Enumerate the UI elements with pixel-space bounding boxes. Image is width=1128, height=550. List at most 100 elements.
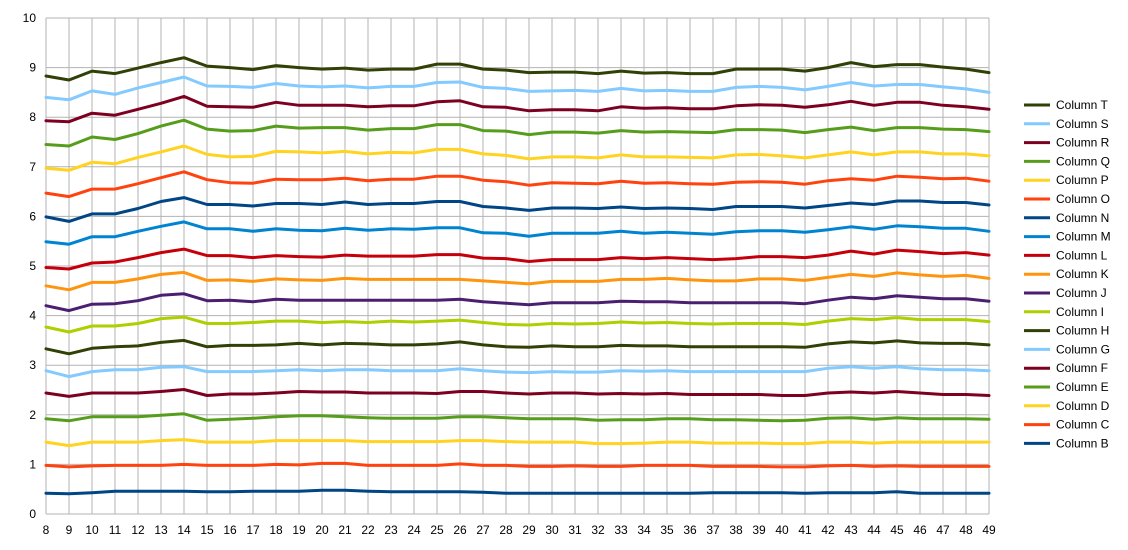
series-line-column-p xyxy=(44,144,991,172)
x-tick-label: 44 xyxy=(867,523,881,537)
x-tick-label: 28 xyxy=(499,523,513,537)
legend-entry: Column P xyxy=(1024,173,1109,187)
legend-label: Column E xyxy=(1056,380,1109,394)
x-tick-label: 39 xyxy=(752,523,766,537)
series-line-column-d xyxy=(44,438,991,448)
series-line-column-q xyxy=(44,118,991,148)
series-line-column-c xyxy=(44,461,991,469)
legend-entry: Column B xyxy=(1024,436,1109,450)
x-tick-label: 47 xyxy=(936,523,950,537)
y-tick-label: 9 xyxy=(29,61,36,75)
x-tick-label: 33 xyxy=(614,523,628,537)
legend-label: Column Q xyxy=(1056,154,1110,168)
x-tick-label: 9 xyxy=(66,523,73,537)
x-tick-label: 30 xyxy=(545,523,559,537)
y-tick-label: 8 xyxy=(29,110,36,124)
x-tick-label: 24 xyxy=(407,523,421,537)
x-tick-label: 26 xyxy=(453,523,467,537)
x-axis-tick-labels: 8 9 10 11 12 13 14 15 16 17 18 19 20 21 22 23 24 25 26 27 28… xyxy=(43,523,996,537)
series-line-column-k xyxy=(44,270,991,292)
legend-entry: Column G xyxy=(1024,342,1110,356)
x-tick-label: 15 xyxy=(200,523,214,537)
x-tick-label: 34 xyxy=(637,523,651,537)
x-tick-label: 41 xyxy=(798,523,812,537)
x-tick-label: 16 xyxy=(223,523,237,537)
legend: Column T Column S Column R Column Q Column P… xyxy=(1024,98,1111,450)
series-line-column-f xyxy=(44,388,991,398)
x-tick-label: 10 xyxy=(85,523,99,537)
legend-entry: Column S xyxy=(1024,117,1109,131)
x-tick-label: 40 xyxy=(775,523,789,537)
y-tick-label: 5 xyxy=(29,259,36,273)
series-lines xyxy=(44,56,991,496)
series-line-column-r xyxy=(44,94,991,124)
legend-label: Column M xyxy=(1056,230,1111,244)
legend-entry: Column L xyxy=(1024,248,1108,262)
y-tick-label: 3 xyxy=(29,358,36,372)
x-tick-label: 45 xyxy=(890,523,904,537)
x-tick-label: 13 xyxy=(154,523,168,537)
legend-label: Column B xyxy=(1056,436,1109,450)
legend-label: Column H xyxy=(1056,324,1109,338)
legend-label: Column I xyxy=(1056,305,1104,319)
series-line-column-g xyxy=(44,365,991,379)
legend-label: Column L xyxy=(1056,248,1108,262)
legend-label: Column O xyxy=(1056,192,1110,206)
x-tick-label: 29 xyxy=(522,523,536,537)
series-line-column-o xyxy=(44,170,991,199)
legend-label: Column D xyxy=(1056,399,1110,413)
series-line-column-i xyxy=(44,315,991,334)
x-tick-label: 23 xyxy=(384,523,398,537)
legend-label: Column J xyxy=(1056,286,1107,300)
series-line-column-l xyxy=(44,247,991,271)
legend-label: Column S xyxy=(1056,117,1109,131)
legend-entry: Column R xyxy=(1024,136,1110,150)
x-tick-label: 8 xyxy=(43,523,50,537)
x-tick-label: 35 xyxy=(660,523,674,537)
series-line-column-h xyxy=(44,338,991,356)
x-tick-label: 14 xyxy=(177,523,191,537)
series-line-column-t xyxy=(44,56,991,82)
x-tick-label: 32 xyxy=(591,523,605,537)
legend-label: Column N xyxy=(1056,211,1109,225)
y-tick-label: 4 xyxy=(29,309,36,323)
legend-entry: Column K xyxy=(1024,267,1109,281)
y-tick-label: 6 xyxy=(29,209,36,223)
y-axis-tick-labels: 0 1 2 3 4 5 6 7 8 9 10 xyxy=(23,11,37,521)
x-tick-label: 31 xyxy=(568,523,582,537)
legend-entry: Column O xyxy=(1024,192,1110,206)
x-tick-label: 25 xyxy=(430,523,444,537)
x-tick-label: 48 xyxy=(959,523,973,537)
x-tick-label: 38 xyxy=(729,523,743,537)
x-tick-label: 27 xyxy=(476,523,490,537)
x-tick-label: 12 xyxy=(131,523,145,537)
legend-entry: Column C xyxy=(1024,418,1110,432)
x-tick-label: 11 xyxy=(109,523,122,537)
y-tick-label: 0 xyxy=(29,507,36,521)
legend-entry: Column H xyxy=(1024,324,1109,338)
x-tick-label: 17 xyxy=(246,523,260,537)
series-line-column-e xyxy=(44,412,991,423)
x-tick-label: 43 xyxy=(844,523,858,537)
legend-entry: Column N xyxy=(1024,211,1109,225)
x-tick-label: 22 xyxy=(361,523,375,537)
legend-label: Column T xyxy=(1056,98,1108,112)
x-tick-label: 46 xyxy=(913,523,927,537)
legend-label: Column G xyxy=(1056,342,1110,356)
y-tick-label: 7 xyxy=(29,160,36,174)
legend-entry: Column M xyxy=(1024,230,1111,244)
legend-entry: Column T xyxy=(1024,98,1108,112)
legend-label: Column R xyxy=(1056,136,1110,150)
series-line-column-s xyxy=(44,75,991,102)
legend-label: Column K xyxy=(1056,267,1109,281)
x-tick-label: 42 xyxy=(821,523,835,537)
series-line-column-b xyxy=(44,488,991,496)
y-tick-label: 10 xyxy=(23,11,37,25)
x-tick-label: 21 xyxy=(338,523,352,537)
legend-entry: Column D xyxy=(1024,399,1110,413)
legend-entry: Column F xyxy=(1024,361,1108,375)
legend-entry: Column E xyxy=(1024,380,1109,394)
x-tick-label: 49 xyxy=(982,523,996,537)
legend-entry: Column Q xyxy=(1024,154,1110,168)
legend-entry: Column J xyxy=(1024,286,1107,300)
